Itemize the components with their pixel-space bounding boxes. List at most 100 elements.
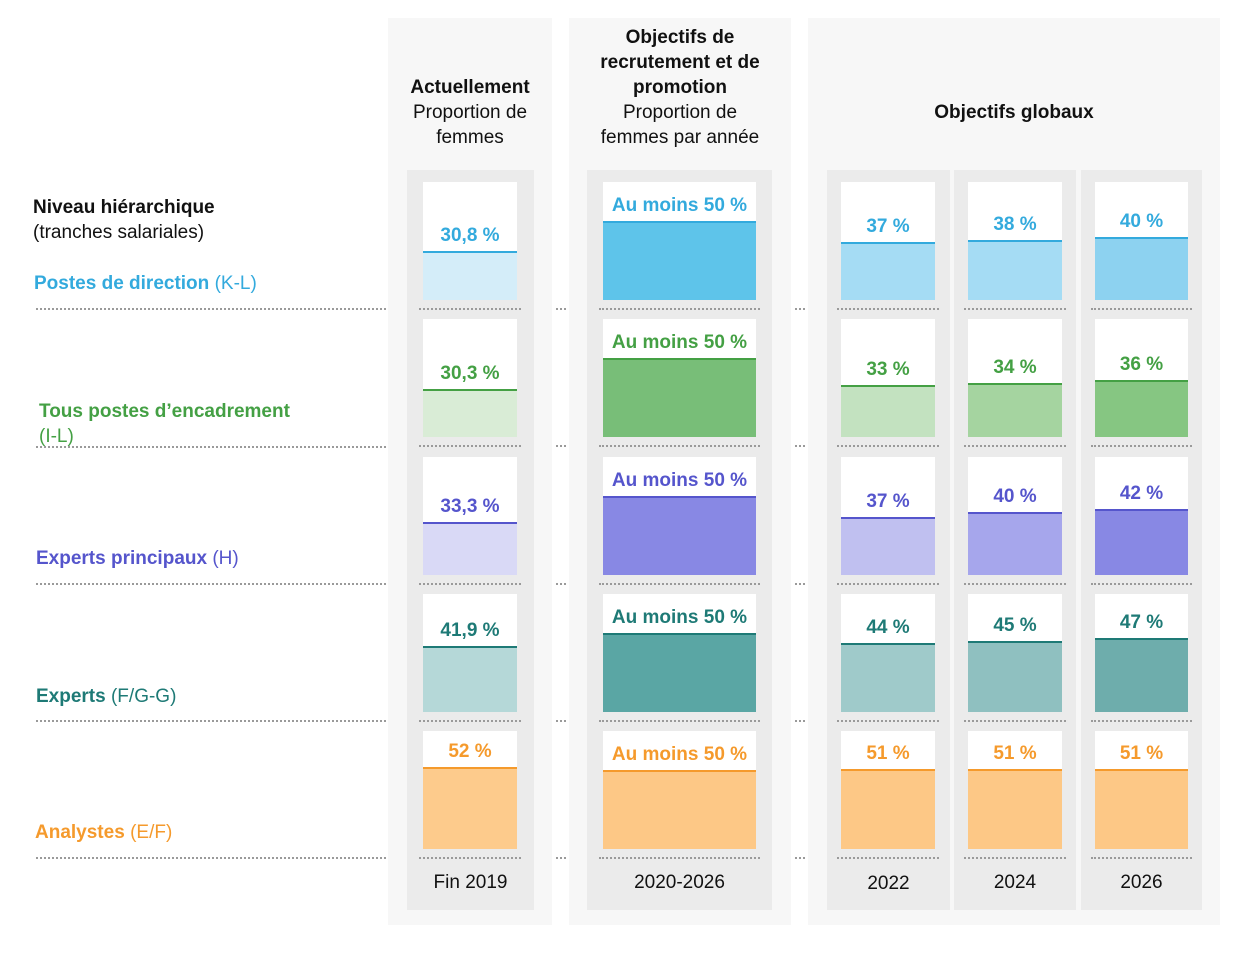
bar-fill: [841, 386, 935, 437]
row-separator: [36, 720, 386, 722]
bar-fill: [603, 634, 756, 712]
cell-experts-2020-2026: Au moins 50 %: [603, 594, 756, 712]
cell-separator: [964, 583, 1066, 585]
cell-separator: [837, 857, 939, 859]
cell-separator: [1091, 720, 1192, 722]
cell-separator: [837, 720, 939, 722]
row-label-encadrement-grade: (I-L): [39, 426, 74, 447]
header-current-title: Actuellement: [410, 77, 530, 98]
cell-direction-2026: 40 %: [1095, 182, 1188, 300]
cell-separator: [419, 720, 521, 722]
gap-separator: [556, 445, 566, 447]
bar-fill: [603, 222, 756, 300]
cell-direction-2020-2026: Au moins 50 %: [603, 182, 756, 300]
row-separator: [36, 583, 386, 585]
bar-top-line: [841, 769, 935, 771]
bar-top-line: [423, 767, 517, 769]
header-recruitment-title1: Objectifs de: [625, 27, 735, 48]
bar-top-line: [968, 769, 1062, 771]
cell-separator: [599, 308, 760, 310]
bar-fill: [968, 770, 1062, 849]
bar-fill: [968, 513, 1062, 575]
data-label: 40 %: [993, 486, 1037, 507]
data-label: 51 %: [1119, 743, 1164, 764]
cell-experts-principaux-fin-2019: 33,3 %: [423, 457, 517, 575]
year-label-fin-2019: Fin 2019: [433, 872, 508, 893]
bar-fill: [603, 359, 756, 437]
data-label: 52 %: [448, 741, 492, 762]
row-label-analystes: Analystes (E/F): [35, 822, 173, 843]
cell-direction-2024: 38 %: [968, 182, 1062, 300]
bar-fill: [841, 644, 935, 712]
data-label: 47 %: [1119, 612, 1164, 633]
data-label: Au moins 50 %: [611, 607, 748, 628]
row-label-experts: Experts (F/G-G): [36, 686, 177, 707]
gap-separator: [556, 308, 566, 310]
data-label: 37 %: [866, 216, 910, 237]
cell-separator: [964, 720, 1066, 722]
header-recruitment-sub2: femmes par année: [600, 127, 760, 148]
data-label: 38 %: [993, 214, 1037, 235]
cell-separator: [599, 445, 760, 447]
data-label: Au moins 50 %: [611, 470, 748, 491]
cell-separator: [964, 857, 1066, 859]
gap-separator: [795, 583, 805, 585]
bar-fill: [1095, 639, 1188, 712]
gap-separator: [795, 720, 805, 722]
gap-separator: [556, 720, 566, 722]
row-label-encadrement: Tous postes d’encadrement: [39, 401, 290, 422]
cell-analystes-2022: 51 %: [841, 731, 935, 849]
data-label: Au moins 50 %: [611, 332, 748, 353]
bar-fill: [423, 768, 517, 849]
data-label: 33,3 %: [440, 496, 500, 517]
bar-top-line: [423, 522, 517, 524]
bar-fill: [1095, 238, 1188, 300]
bar-top-line: [603, 221, 756, 223]
cell-separator: [964, 308, 1066, 310]
bar-fill: [841, 770, 935, 849]
data-label: 44 %: [866, 617, 910, 638]
level-subtitle: (tranches salariales): [33, 222, 205, 243]
bar-top-line: [1095, 380, 1188, 382]
bar-fill: [968, 241, 1062, 300]
cell-separator: [837, 445, 939, 447]
cell-experts-principaux-2020-2026: Au moins 50 %: [603, 457, 756, 575]
bar-fill: [423, 523, 517, 575]
bar-fill: [423, 252, 517, 300]
row-label-experts-principaux: Experts principaux (H): [36, 548, 239, 569]
cell-separator: [1091, 308, 1192, 310]
bar-top-line: [841, 385, 935, 387]
bar-fill: [841, 518, 935, 575]
bar-top-line: [841, 517, 935, 519]
data-label: 34 %: [993, 357, 1037, 378]
row-label-direction: Postes de direction (K-L): [34, 273, 257, 294]
cell-experts-2022: 44 %: [841, 594, 935, 712]
bar-top-line: [1095, 237, 1188, 239]
year-label-2024: 2024: [993, 872, 1037, 893]
cell-encadrement-2026: 36 %: [1095, 319, 1188, 437]
row-separator: [36, 857, 386, 859]
bar-fill: [968, 642, 1062, 712]
bar-top-line: [968, 240, 1062, 242]
header-global: Objectifs globaux: [808, 100, 1220, 125]
cell-separator: [599, 720, 760, 722]
cell-experts-principaux-2022: 37 %: [841, 457, 935, 575]
cell-separator: [599, 583, 760, 585]
data-label: 40 %: [1119, 211, 1164, 232]
cell-separator: [419, 308, 521, 310]
cell-direction-fin-2019: 30,8 %: [423, 182, 517, 300]
cell-direction-2022: 37 %: [841, 182, 935, 300]
cell-analystes-2026: 51 %: [1095, 731, 1188, 849]
header-recruitment: Objectifs de recrutement et de promotion…: [569, 25, 791, 150]
bar-top-line: [841, 643, 935, 645]
gap-separator: [556, 583, 566, 585]
bar-fill: [1095, 510, 1188, 575]
bar-fill: [423, 647, 517, 712]
header-global-title: Objectifs globaux: [934, 102, 1094, 123]
data-label: Au moins 50 %: [611, 195, 748, 216]
data-label: 30,8 %: [440, 225, 500, 246]
cell-encadrement-fin-2019: 30,3 %: [423, 319, 517, 437]
bar-top-line: [603, 358, 756, 360]
row-separator: [36, 446, 386, 448]
data-label: Au moins 50 %: [611, 744, 748, 765]
